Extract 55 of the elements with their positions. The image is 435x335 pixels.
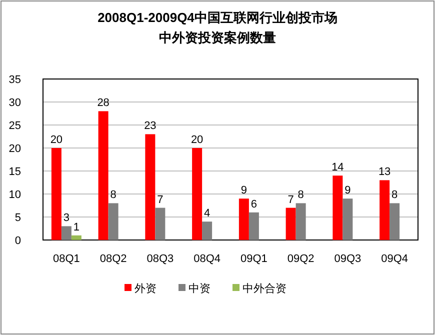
y-tick-label: 35: [8, 74, 21, 86]
x-tick-label: 09Q2: [287, 253, 314, 265]
bar: [390, 203, 400, 240]
legend-label: 外资: [134, 283, 156, 295]
y-tick-label: 10: [8, 189, 21, 201]
data-label: 3: [63, 212, 70, 224]
bar: [380, 180, 390, 240]
data-label: 28: [97, 97, 110, 110]
legend-label: 中资: [188, 282, 210, 295]
bar: [98, 111, 108, 240]
x-tick-label: 08Q4: [194, 253, 221, 265]
data-label: 13: [378, 166, 391, 178]
data-label: 20: [190, 134, 204, 146]
bar: [248, 212, 259, 240]
bar: [202, 222, 212, 240]
x-tick-label: 08Q1: [52, 253, 80, 265]
data-label: 7: [157, 194, 164, 206]
x-tick-label: 08Q2: [100, 253, 127, 265]
bar: [108, 203, 118, 240]
bar: [192, 148, 202, 240]
bar: [332, 176, 343, 240]
y-tick-label: 5: [14, 212, 21, 224]
bar: [238, 198, 249, 240]
data-label: 4: [204, 208, 210, 220]
bar: [155, 208, 166, 240]
bar: [71, 235, 82, 240]
data-label: 9: [344, 184, 351, 197]
x-tick-label: 09Q1: [240, 253, 268, 265]
y-tick-label: 30: [8, 97, 21, 109]
y-tick-label: 25: [8, 120, 21, 132]
data-label: 14: [332, 162, 344, 174]
bar: [286, 208, 296, 240]
data-label: 8: [392, 189, 398, 202]
y-tick-label: 15: [8, 166, 21, 178]
bar: [145, 134, 156, 240]
x-tick-label: 09Q4: [381, 253, 408, 265]
bar: [61, 226, 72, 240]
data-label: 1: [73, 221, 80, 234]
bar: [51, 148, 62, 240]
data-label: 23: [144, 120, 156, 132]
legend-label: 中外合资: [242, 282, 286, 295]
data-label: 20: [50, 134, 63, 146]
bar: [296, 203, 306, 240]
data-label: 8: [110, 189, 116, 202]
x-tick-label: 09Q3: [334, 253, 362, 265]
y-tick-label: 0: [14, 235, 21, 247]
bar: [342, 198, 353, 240]
data-label: 6: [250, 198, 257, 210]
x-tick-label: 08Q3: [146, 253, 174, 265]
chart-title: 2008Q1-2009Q4中国互联网行业创投市场: [98, 10, 338, 25]
data-label: 7: [288, 194, 294, 206]
y-tick-label: 20: [8, 143, 21, 155]
data-label: 9: [240, 184, 247, 197]
chart-subtitle: 中外资投资案例数量: [159, 30, 276, 45]
data-label: 8: [298, 189, 304, 202]
